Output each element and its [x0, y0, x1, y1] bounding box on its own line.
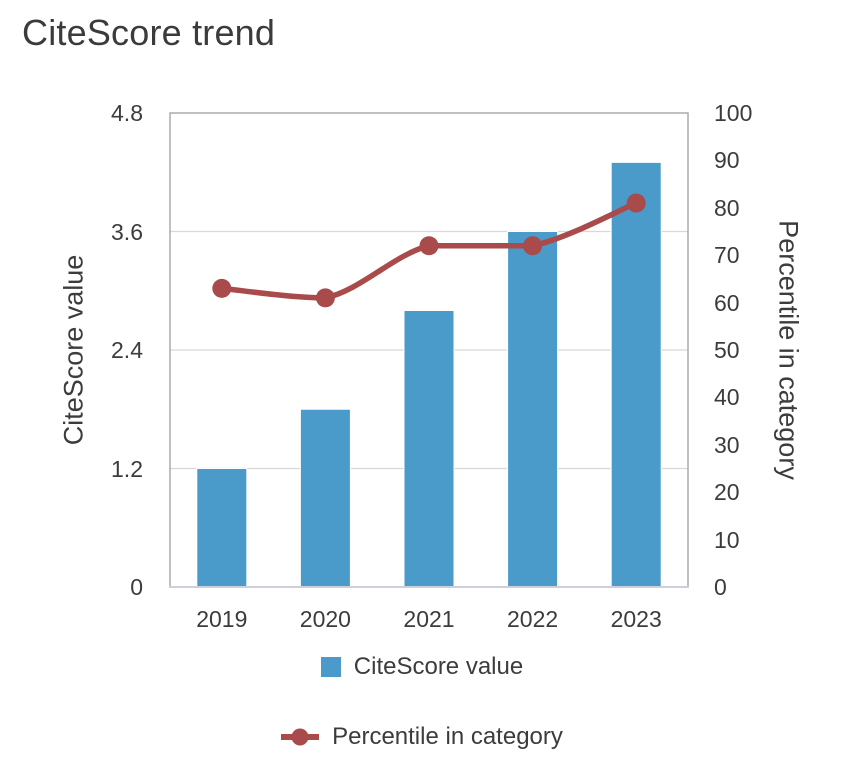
- legend-item-percentile[interactable]: Percentile in category: [0, 721, 844, 753]
- bar-series-swatch: [320, 657, 341, 677]
- left-axis-tick-label: 1.2: [111, 455, 143, 482]
- x-axis-tick-label: 2019: [196, 606, 248, 632]
- right-axis-tick-label: 50: [714, 337, 740, 363]
- left-axis-tick-label: 2.4: [111, 337, 143, 363]
- right-axis-tick-label: 20: [714, 479, 740, 506]
- chart-title: CiteScore trend: [22, 12, 276, 53]
- legend-item-citescore-value[interactable]: CiteScore value: [0, 651, 844, 683]
- bar-2020[interactable]: [299, 408, 351, 588]
- right-axis-tick-label: 0: [714, 574, 727, 600]
- right-axis-tick-label: 10: [714, 526, 740, 553]
- x-axis-tick-label: 2021: [403, 606, 455, 632]
- right-axis-tick-label: 60: [714, 289, 740, 316]
- line-series-swatch: [281, 728, 320, 746]
- x-axis-tick-label: 2022: [507, 606, 559, 632]
- marker-2022[interactable]: [523, 236, 543, 256]
- left-axis-tick-label: 0: [130, 574, 143, 600]
- marker-2020[interactable]: [315, 288, 335, 308]
- legend-label-citescore-value: CiteScore value: [353, 653, 524, 680]
- marker-2021[interactable]: [419, 236, 439, 256]
- right-axis-tick-label: 100: [714, 100, 753, 126]
- x-axis-tick-label: 2020: [299, 606, 351, 632]
- marker-2023[interactable]: [626, 193, 646, 213]
- bar-2021[interactable]: [403, 310, 455, 588]
- right-axis-tick-label: 70: [714, 242, 740, 269]
- right-axis-tick-label: 90: [714, 147, 740, 174]
- bar-2019[interactable]: [196, 468, 248, 588]
- bar-2022[interactable]: [507, 231, 559, 588]
- right-axis-tick-label: 80: [714, 194, 740, 221]
- right-axis-tick-label: 30: [714, 431, 740, 458]
- left-axis-tick-label: 4.8: [111, 100, 143, 126]
- bar-2023[interactable]: [610, 161, 662, 588]
- x-axis-tick-label: 2023: [610, 606, 662, 632]
- right-axis-title: Percentile in category: [773, 220, 804, 480]
- marker-2019[interactable]: [212, 278, 232, 298]
- legend-label-percentile: Percentile in category: [332, 723, 563, 750]
- right-axis-tick-label: 40: [714, 384, 740, 411]
- left-axis-tick-label: 3.6: [111, 218, 143, 245]
